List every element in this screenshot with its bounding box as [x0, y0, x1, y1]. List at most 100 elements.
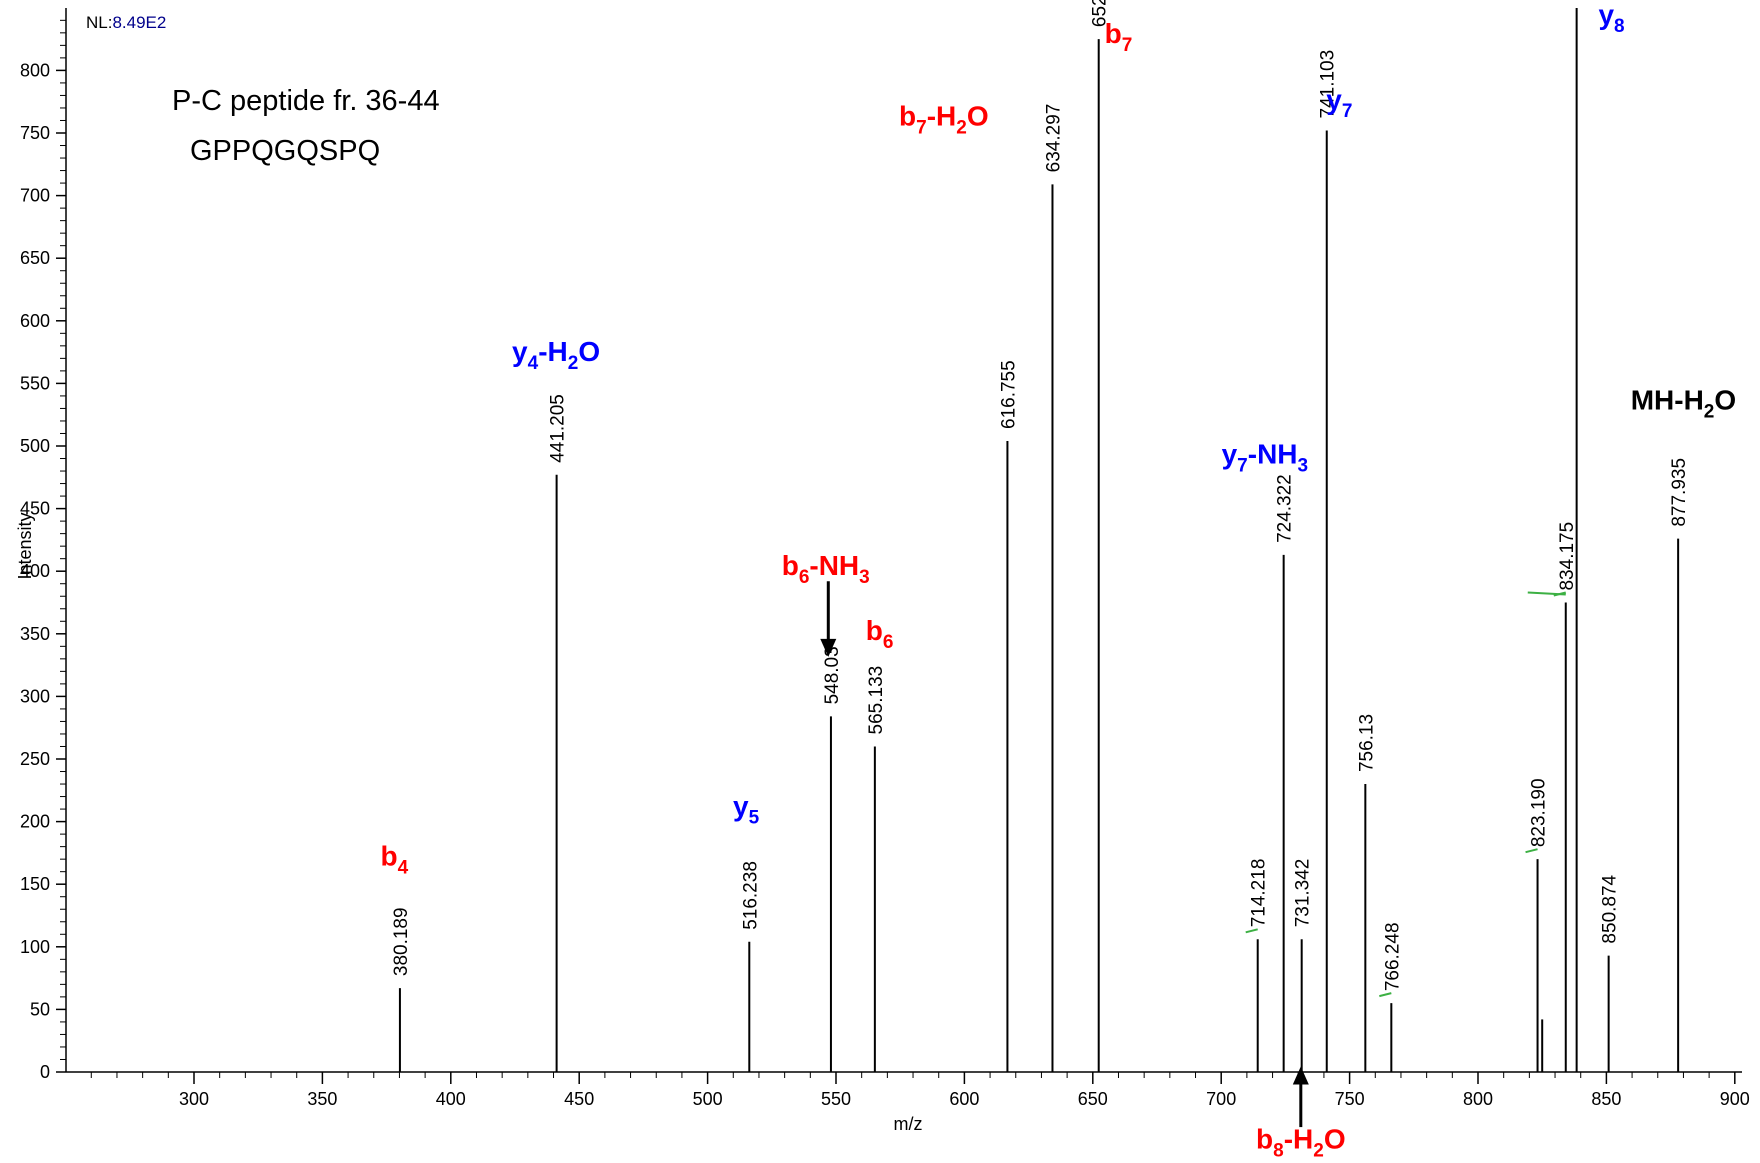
peak-labels-layer: 380.189 441.205 516.238 548.03 565.133 616.75…	[391, 0, 1690, 991]
green-marker-long	[1527, 591, 1566, 596]
peak-label: 516.238	[740, 861, 761, 930]
x-ticks: 300 350 400 450 500 550 600 650 700 750 800 850 900	[179, 1072, 1750, 1109]
y-tick-label: 100	[20, 937, 50, 957]
x-tick-label: 600	[949, 1089, 979, 1109]
peptide-title: P-C peptide fr. 36-44	[172, 85, 440, 117]
x-tick-label: 400	[436, 1089, 466, 1109]
ion-suffix: -NH	[1248, 439, 1298, 470]
y-axis-title: Intensity	[15, 512, 35, 579]
ion-annotation: b7	[1105, 18, 1133, 56]
ion-subscript-2: 3	[859, 567, 870, 588]
axes-layer: 0 50 100 150 200 250 300 350 400 450 500 550 600 650 7…	[20, 8, 1750, 1109]
x-tick-label: 900	[1720, 1089, 1750, 1109]
peak-label: 850.874	[1600, 874, 1621, 943]
arrow-head	[1292, 1066, 1309, 1085]
ion-subscript-2: 2	[956, 117, 967, 138]
y-tick-label: 750	[20, 123, 50, 143]
x-axis-title: m/z	[894, 1114, 923, 1134]
peak-label: 834.175	[1557, 522, 1578, 591]
ion-base: b	[782, 550, 799, 581]
ion-base: b	[866, 615, 883, 646]
nl-label: NL:8.49E2	[86, 13, 166, 32]
peak-label: 565.133	[866, 666, 887, 735]
y-tick-label: 350	[20, 624, 50, 644]
ion-subscript: 7	[1237, 456, 1248, 477]
x-tick-label: 500	[693, 1089, 723, 1109]
ion-subscript: 6	[883, 632, 894, 653]
y-ticks: 0 50 100 150 200 250 300 350 400 450 500 550 600 650 7…	[20, 60, 66, 1082]
ion-subscript: 8	[1273, 1140, 1284, 1161]
y-tick-label: 500	[20, 436, 50, 456]
ion-base: b	[899, 100, 916, 131]
peak-label: 380.189	[391, 907, 412, 976]
ion-base: b	[1256, 1123, 1273, 1154]
ion-base: MH-H	[1631, 385, 1704, 416]
peak-label: 756.13	[1356, 714, 1377, 772]
x-tick-label: 350	[307, 1089, 337, 1109]
y-tick-label: 400	[20, 561, 50, 581]
ion-subscript: 7	[1122, 35, 1133, 56]
ion-base: y	[1598, 0, 1614, 30]
ion-base: y	[733, 790, 749, 821]
peptide-sequence: GPPQGQSPQ	[190, 135, 380, 167]
ion-annotation: b6	[866, 615, 894, 653]
ion-base: b	[1105, 18, 1122, 49]
peak-label: 823.190	[1529, 778, 1550, 847]
green-marker	[1245, 928, 1258, 934]
peak-label: 441.205	[548, 394, 569, 463]
ion-suffix: -H	[1284, 1123, 1314, 1154]
y-minor-ticks	[60, 19, 66, 1060]
peak-label: 731.342	[1293, 859, 1314, 928]
x-tick-label: 700	[1206, 1089, 1236, 1109]
x-tick-label: 850	[1591, 1089, 1621, 1109]
green-marker	[1379, 992, 1392, 998]
nl-label-value: 8.49E2	[112, 13, 166, 32]
ion-subscript-2: 3	[1298, 456, 1309, 477]
ion-subscript: 6	[799, 567, 810, 588]
ion-annotations-layer: b4y4-H2Oy5b6-NH3b6b7-H2Ob7y7-NH3y7b8-H2O…	[380, 0, 1736, 1161]
ion-suffix: -H	[538, 336, 568, 367]
y-tick-label: 150	[20, 874, 50, 894]
ion-annotation: y8	[1598, 0, 1624, 37]
y-tick-label: 600	[20, 311, 50, 331]
ion-subscript-2: 2	[1313, 1140, 1324, 1161]
ion-suffix-2: O	[967, 100, 989, 131]
peak-label: 877.935	[1669, 458, 1690, 527]
y-tick-label: 800	[20, 60, 50, 80]
x-tick-label: 450	[564, 1089, 594, 1109]
ion-subscript-2: 2	[568, 353, 579, 374]
ion-base: y	[512, 336, 528, 367]
y-tick-label: 250	[20, 749, 50, 769]
x-tick-label: 800	[1463, 1089, 1493, 1109]
green-marker	[1525, 848, 1538, 854]
ion-annotation: b4	[380, 840, 408, 878]
ion-annotation: MH-H2O	[1631, 385, 1736, 423]
ion-annotation: y7-NH3	[1222, 439, 1309, 477]
arrow-head	[820, 638, 837, 657]
arrows-layer	[820, 581, 1309, 1128]
ion-annotation: b6-NH3	[782, 550, 870, 588]
peak-label: 634.297	[1043, 104, 1064, 173]
ion-subscript: 7	[1342, 101, 1353, 122]
peak-label: 652.301	[1090, 0, 1111, 27]
ion-annotation: y5	[733, 790, 760, 828]
peaks-layer	[398, 8, 1680, 1072]
y-tick-label: 0	[40, 1062, 50, 1082]
x-tick-label: 300	[179, 1089, 209, 1109]
x-minor-ticks	[90, 1072, 1710, 1078]
ion-suffix-2: O	[578, 336, 600, 367]
ion-annotation: b7-H2O	[899, 100, 989, 138]
ion-subscript: 2	[1704, 402, 1715, 423]
ion-base: y	[1222, 439, 1238, 470]
peak-label: 548.03	[822, 646, 843, 704]
nl-label-key: NL:	[86, 13, 112, 32]
ion-subscript: 8	[1614, 16, 1625, 37]
y-tick-label: 50	[30, 999, 50, 1019]
x-tick-label: 750	[1335, 1089, 1365, 1109]
ion-annotation: b8-H2O	[1256, 1123, 1346, 1161]
peak-label: 714.218	[1249, 859, 1270, 928]
peak-label: 766.248	[1382, 922, 1403, 991]
ion-base: b	[380, 840, 397, 871]
ion-subscript: 4	[528, 353, 539, 374]
